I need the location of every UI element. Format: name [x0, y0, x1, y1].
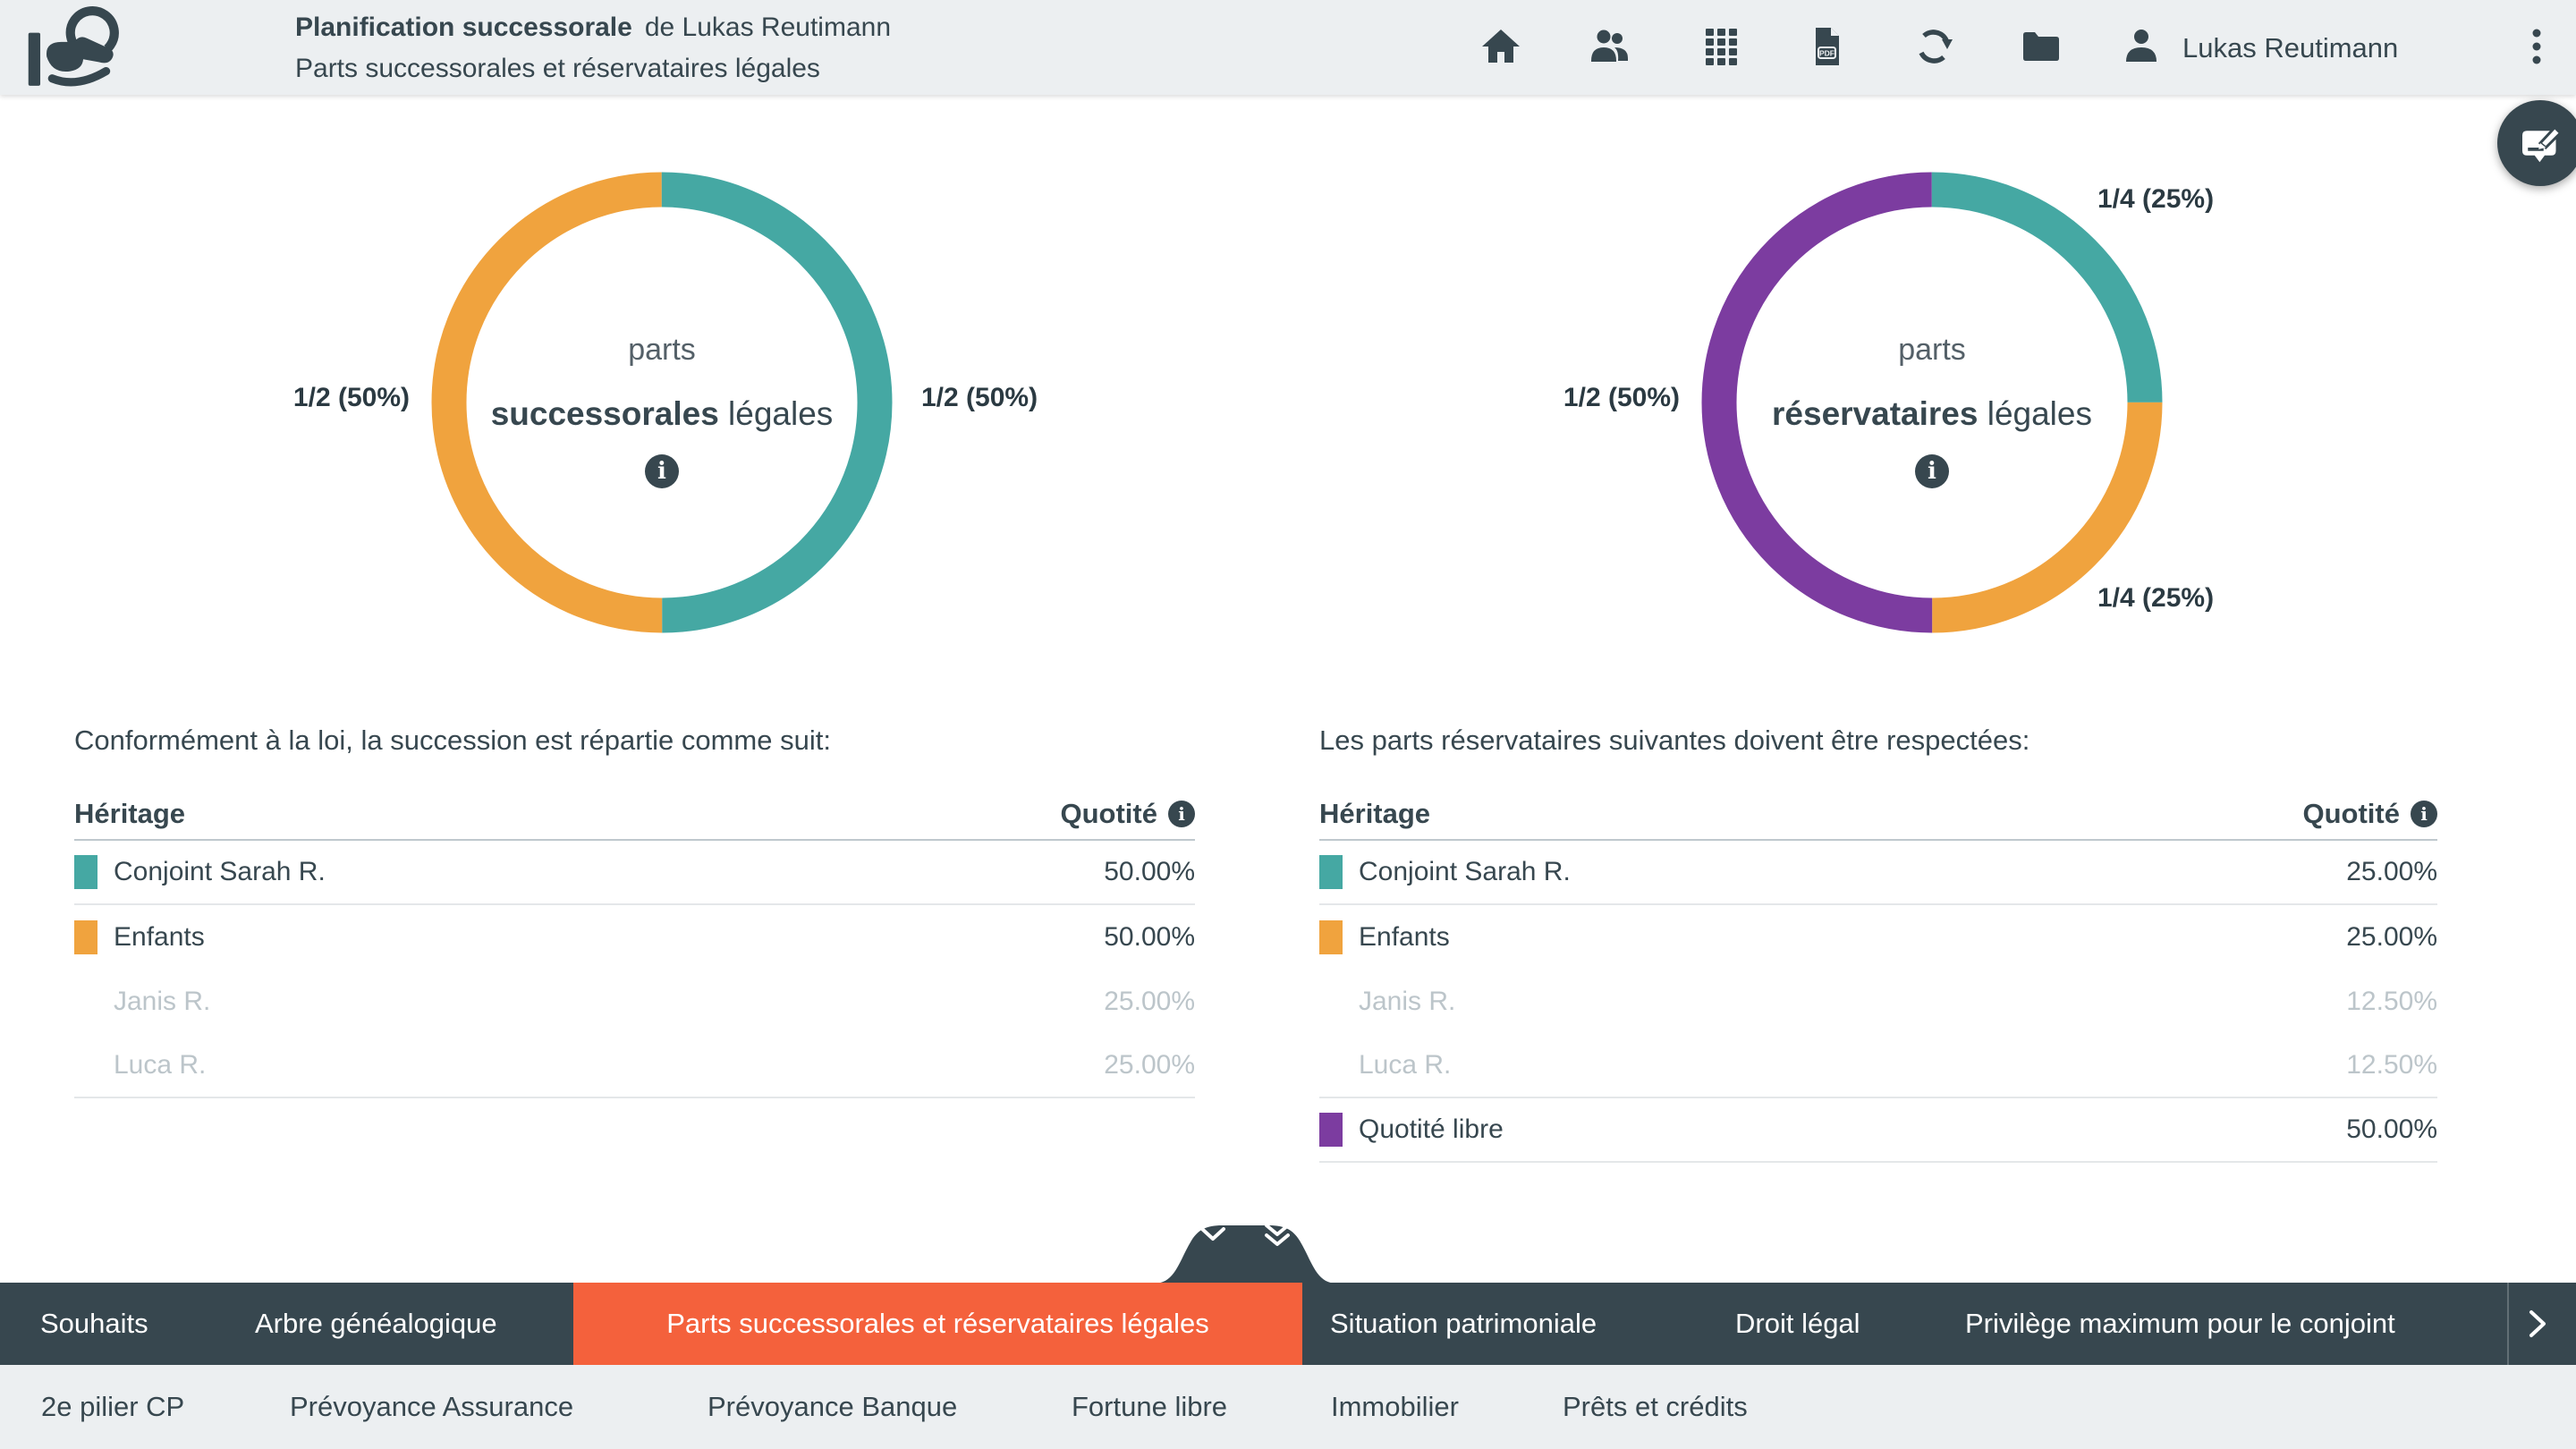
share-value: 50.00% — [2346, 1114, 2437, 1144]
heir-name: Quotité libre — [1359, 1114, 1504, 1144]
heir-name: Luca R. — [114, 1050, 207, 1080]
app-header: Planification successorale de Lukas Reuti… — [0, 0, 2576, 95]
reserved-shares-table-panel: Les parts réservataires suivantes doiven… — [1319, 724, 2437, 1163]
segment-label-left: 1/2 (50%) — [292, 383, 410, 412]
info-icon[interactable]: i — [645, 454, 679, 488]
tab-immobilier[interactable]: Immobilier — [1331, 1391, 1459, 1422]
legend-swatch-orange — [74, 920, 97, 954]
tab-fortune-libre[interactable]: Fortune libre — [1072, 1391, 1228, 1422]
segment-label-top-right: 1/4 (25%) — [2097, 184, 2215, 214]
table-intro: Conformément à la loi, la succession est… — [74, 724, 831, 756]
legend-swatch-teal — [74, 855, 97, 889]
segment-label-bottom-right: 1/4 (25%) — [2097, 583, 2215, 613]
donut-center-title: réservataires légales — [1772, 395, 2092, 432]
page-title: Planification successorale de Lukas Reuti… — [295, 13, 891, 43]
donut-chart-parts-reservataires — [1701, 172, 2163, 633]
handle-shape — [1154, 1225, 1337, 1284]
share-value: 25.00% — [1104, 1050, 1195, 1080]
share-value: 50.00% — [1104, 922, 1195, 952]
share-value: 25.00% — [2346, 857, 2437, 886]
sync-icon[interactable] — [1912, 25, 1955, 68]
table-row: Enfants 25.00% — [1319, 905, 2437, 970]
legend-swatch-teal — [1319, 855, 1343, 889]
tab-prets-et-credits[interactable]: Prêts et crédits — [1563, 1391, 1748, 1422]
heir-name: Luca R. — [1359, 1050, 1452, 1080]
app-logo-hand-ring-icon[interactable] — [25, 5, 138, 89]
col-quotite: Quotité — [1060, 798, 1158, 829]
legend-swatch-purple — [1319, 1113, 1343, 1147]
collapse-all-double-chevron-icon[interactable] — [1256, 1224, 1299, 1247]
tab-prevoyance-banque[interactable]: Prévoyance Banque — [708, 1391, 958, 1422]
tab-droit-legal[interactable]: Droit légal — [1735, 1308, 1860, 1339]
kebab-menu-icon[interactable] — [2515, 25, 2558, 68]
donut-center-word: parts — [628, 333, 696, 367]
segment-label-right: 1/2 (50%) — [921, 383, 1038, 412]
people-icon[interactable] — [1589, 25, 1631, 68]
tab-2e-pilier-cp[interactable]: 2e pilier CP — [41, 1391, 185, 1422]
donut-center-word: parts — [1898, 333, 1966, 367]
secondary-tab-bar: 2e pilier CP Prévoyance Assurance Prévoy… — [0, 1365, 2576, 1449]
page-title-owner: de Lukas Reutimann — [644, 13, 892, 42]
table-row: Janis R. 25.00% — [74, 970, 1195, 1034]
table-row: Conjoint Sarah R. 50.00% — [74, 841, 1195, 905]
svg-text:PDF: PDF — [1819, 49, 1835, 58]
heir-name: Janis R. — [114, 987, 211, 1016]
tab-arbre-genealogique[interactable]: Arbre généalogique — [255, 1308, 497, 1339]
table-header: Héritage Quotité i — [74, 789, 1195, 841]
heir-name: Janis R. — [1359, 987, 1456, 1016]
share-value: 25.00% — [2346, 922, 2437, 952]
col-quotite: Quotité — [2302, 798, 2401, 829]
donut-chart-parts-successorales — [431, 172, 893, 633]
collapse-chevron-icon[interactable] — [1191, 1224, 1234, 1247]
legend-swatch-orange — [1319, 920, 1343, 954]
heir-name: Enfants — [114, 922, 205, 952]
share-value: 12.50% — [2346, 1050, 2437, 1080]
table-header: Héritage Quotité i — [1319, 789, 2437, 841]
col-heritage: Héritage — [1319, 798, 1431, 829]
share-value: 25.00% — [1104, 987, 1195, 1016]
nav-scroll-right-icon[interactable] — [2528, 1309, 2547, 1338]
pdf-export-icon[interactable]: PDF — [1805, 25, 1848, 68]
page-subtitle: Parts successorales et réservataires lég… — [295, 54, 820, 83]
user-icon[interactable] — [2120, 25, 2163, 68]
edit-note-fab-button[interactable] — [2497, 100, 2576, 186]
heir-name: Conjoint Sarah R. — [1359, 857, 1571, 886]
page-title-main: Planification successorale — [295, 13, 632, 42]
table-row: Janis R. 12.50% — [1319, 970, 2437, 1034]
user-name[interactable]: Lukas Reutimann — [2182, 32, 2399, 64]
share-value: 12.50% — [2346, 987, 2437, 1016]
table-intro: Les parts réservataires suivantes doiven… — [1319, 724, 2030, 756]
tab-souhaits[interactable]: Souhaits — [40, 1308, 148, 1339]
tab-situation-patrimoniale[interactable]: Situation patrimoniale — [1330, 1308, 1597, 1339]
info-icon[interactable]: i — [1168, 801, 1195, 827]
tab-parts-successorales-active[interactable]: Parts successorales et réservataires lég… — [573, 1283, 1302, 1365]
tab-privilege-maximum[interactable]: Privilège maximum pour le conjoint — [1965, 1308, 2395, 1339]
col-heritage: Héritage — [74, 798, 186, 829]
table-row: Luca R. 25.00% — [74, 1034, 1195, 1098]
info-icon[interactable]: i — [2411, 801, 2437, 827]
table-row: Luca R. 12.50% — [1319, 1034, 2437, 1098]
primary-tab-bar: Souhaits Arbre généalogique Parts succes… — [0, 1283, 2576, 1365]
table-row: Quotité libre 50.00% — [1319, 1098, 2437, 1163]
table-row: Enfants 50.00% — [74, 905, 1195, 970]
heir-name: Conjoint Sarah R. — [114, 857, 326, 886]
edit-note-icon — [2522, 125, 2563, 163]
info-icon[interactable]: i — [1915, 454, 1949, 488]
table-row: Conjoint Sarah R. 25.00% — [1319, 841, 2437, 905]
succession-table-panel: Conformément à la loi, la succession est… — [74, 724, 1195, 1098]
share-value: 50.00% — [1104, 857, 1195, 886]
grid-icon[interactable] — [1699, 25, 1742, 68]
folder-icon[interactable] — [2020, 25, 2063, 68]
heir-name: Enfants — [1359, 922, 1450, 952]
home-icon[interactable] — [1479, 25, 1522, 68]
bottom-nav-collapse-handle — [1154, 1224, 1337, 1284]
donut-center-title: successorales légales — [490, 395, 834, 432]
segment-label-left: 1/2 (50%) — [1563, 383, 1680, 412]
nav-divider — [2507, 1283, 2509, 1365]
tab-prevoyance-assurance[interactable]: Prévoyance Assurance — [290, 1391, 574, 1422]
